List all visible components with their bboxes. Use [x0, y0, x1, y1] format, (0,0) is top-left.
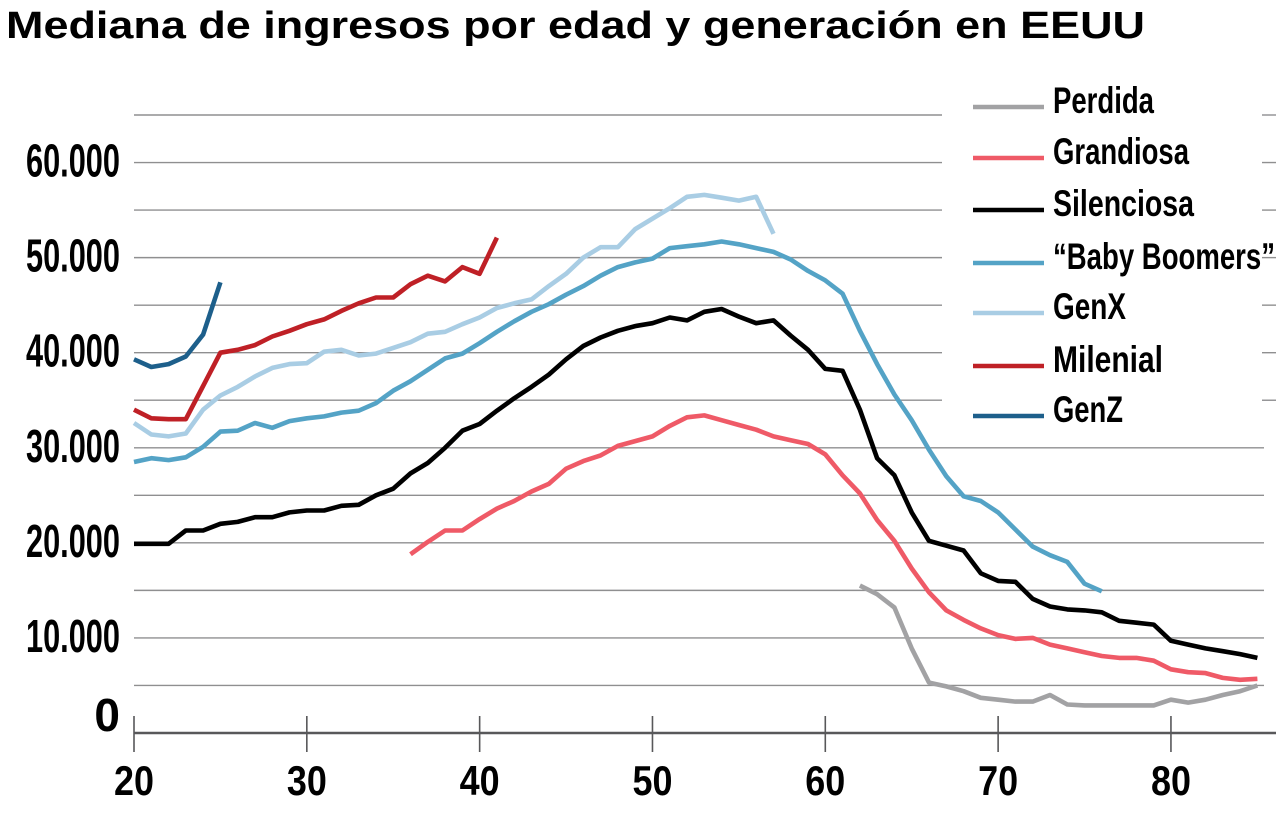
- legend-item-genx: GenX: [1053, 286, 1126, 327]
- legend-item-silenciosa: Silenciosa: [1053, 183, 1194, 224]
- series-line-silenciosa: [134, 306, 1258, 661]
- chart-title: Mediana de ingresos por edad y generació…: [6, 5, 1145, 47]
- series-line-milenial: [132, 236, 499, 422]
- x-tick-label: 60: [805, 757, 845, 804]
- x-tick-label: 30: [287, 757, 327, 804]
- y-tick-label: 40.000: [26, 325, 120, 377]
- y-tick-label: 10.000: [26, 610, 120, 662]
- x-tick-label: 80: [1151, 757, 1191, 804]
- series-line-baby-boomers: [133, 239, 1103, 594]
- x-tick-label: 70: [978, 757, 1018, 804]
- y-tick-label: 20.000: [26, 515, 120, 567]
- x-tick-label: 40: [460, 757, 500, 804]
- y-tick-label: 0: [94, 689, 120, 741]
- legend-item-genz: GenZ: [1053, 389, 1123, 430]
- x-tick-label: 20: [114, 757, 154, 804]
- series-line-perdida: [858, 583, 1259, 708]
- y-tick-label: 60.000: [26, 135, 120, 187]
- series-line-genz: [133, 281, 223, 370]
- series-line-grandiosa: [409, 413, 1258, 683]
- y-tick-label: 30.000: [26, 420, 120, 472]
- legend-item-milenial: Milenial: [1053, 339, 1163, 380]
- series-line-genx: [132, 192, 776, 439]
- legend-item-baby-boomers: “Baby Boomers”: [1053, 236, 1275, 277]
- x-tick-label: 50: [632, 757, 672, 804]
- legend-item-grandiosa: Grandiosa: [1053, 131, 1189, 172]
- y-tick-label: 50.000: [26, 230, 120, 282]
- legend-item-perdida: Perdida: [1053, 80, 1154, 121]
